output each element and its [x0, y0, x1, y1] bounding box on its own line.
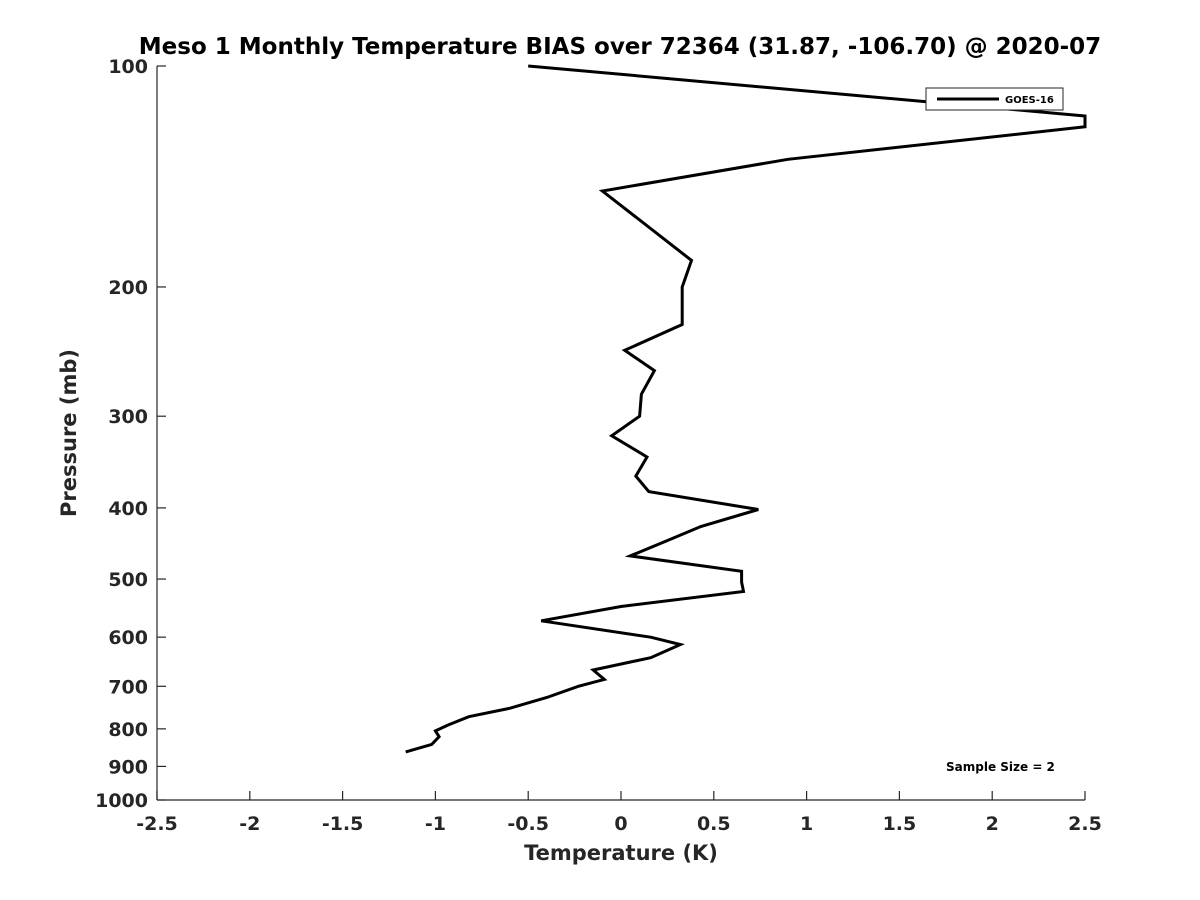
x-tick-label: -1: [425, 813, 446, 835]
series-layer: [405, 64, 1087, 754]
x-axis-label: Temperature (K): [524, 841, 718, 865]
x-axis-ticks: -2.5 -2 -1.5 -1 -0.5 0 0.5 1 1.5 2 2.5: [136, 791, 1102, 835]
y-axis-label: Pressure (mb): [57, 349, 81, 517]
y-axis-ticks: 100 200 300 400 500 600 700 800 900 1000: [95, 56, 166, 812]
x-tick-label: 1.5: [883, 813, 917, 835]
y-tick-label: 300: [108, 406, 148, 428]
x-tick-label: 0.5: [697, 813, 731, 835]
x-tick-label: -2: [239, 813, 260, 835]
y-tick-label: 500: [108, 569, 148, 591]
chart-title: Meso 1 Monthly Temperature BIAS over 723…: [139, 34, 1101, 60]
x-tick-label: 1: [800, 813, 813, 835]
y-tick-label: 200: [108, 277, 148, 299]
x-tick-label: -0.5: [507, 813, 549, 835]
x-tick-label: 0: [614, 813, 627, 835]
sample-size-annotation: Sample Size = 2: [946, 760, 1055, 774]
x-tick-label: -1.5: [322, 813, 364, 835]
y-tick-label: 800: [108, 719, 148, 741]
y-tick-label: 700: [108, 676, 148, 698]
y-tick-label: 1000: [95, 790, 148, 812]
x-tick-label: -2.5: [136, 813, 178, 835]
legend-label: GOES-16: [1005, 95, 1054, 106]
y-tick-label: 100: [108, 56, 148, 78]
y-tick-label: 900: [108, 756, 148, 778]
x-tick-label: 2: [986, 813, 999, 835]
y-tick-label: 600: [108, 627, 148, 649]
y-tick-label: 400: [108, 498, 148, 520]
legend: GOES-16: [925, 87, 1064, 111]
x-tick-label: 2.5: [1068, 813, 1102, 835]
series-line-goes-16: [405, 64, 1087, 754]
